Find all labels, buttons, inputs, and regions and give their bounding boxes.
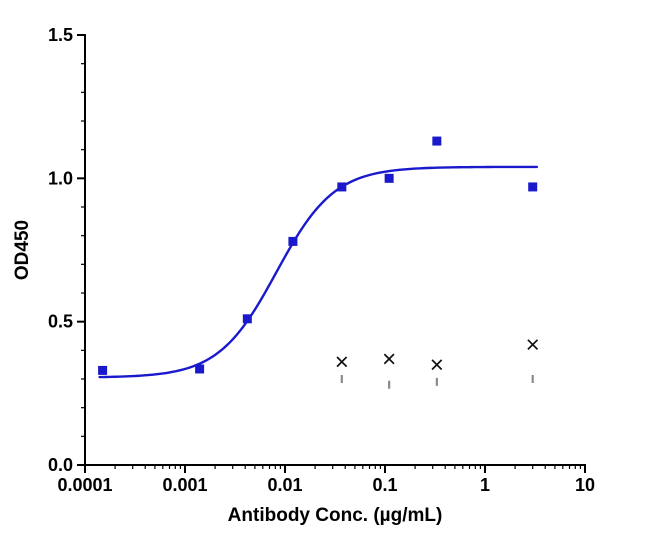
fit-curve <box>98 165 539 379</box>
antibody-squares-point <box>528 182 538 192</box>
x-axis-title: Antibody Conc. (µg/mL) <box>228 505 443 526</box>
antibody-squares-point <box>337 182 347 192</box>
antibody-squares-point <box>242 314 252 324</box>
control-x-point <box>383 353 395 365</box>
x-tick-label: 0.0001 <box>57 475 112 495</box>
control-x-point <box>336 356 348 368</box>
y-axis-title: OD450 <box>12 220 33 280</box>
x-tick-label: 0.01 <box>267 475 302 495</box>
antibody-squares-point <box>288 236 298 246</box>
antibody-squares-point <box>432 136 442 146</box>
antibody-squares-point <box>98 365 108 375</box>
antibody-squares-point <box>195 364 205 374</box>
antibody-squares-point <box>384 173 394 183</box>
y-tick-label: 0.5 <box>48 312 73 332</box>
x-tick-label: 0.1 <box>372 475 397 495</box>
y-tick-label: 1.0 <box>48 168 73 188</box>
x-tick-label: 1 <box>480 475 490 495</box>
control-x-point <box>431 359 443 371</box>
y-tick-label: 0.0 <box>48 455 73 475</box>
plot-layer: 0.0001 0.001 0.01 0.1 1 10 0.0 0.5 1.0 1.5 <box>48 25 595 495</box>
x-tick-label: 0.001 <box>162 475 207 495</box>
control-x-point <box>527 339 539 351</box>
y-tick-label: 1.5 <box>48 25 73 45</box>
x-tick-label: 10 <box>575 475 595 495</box>
